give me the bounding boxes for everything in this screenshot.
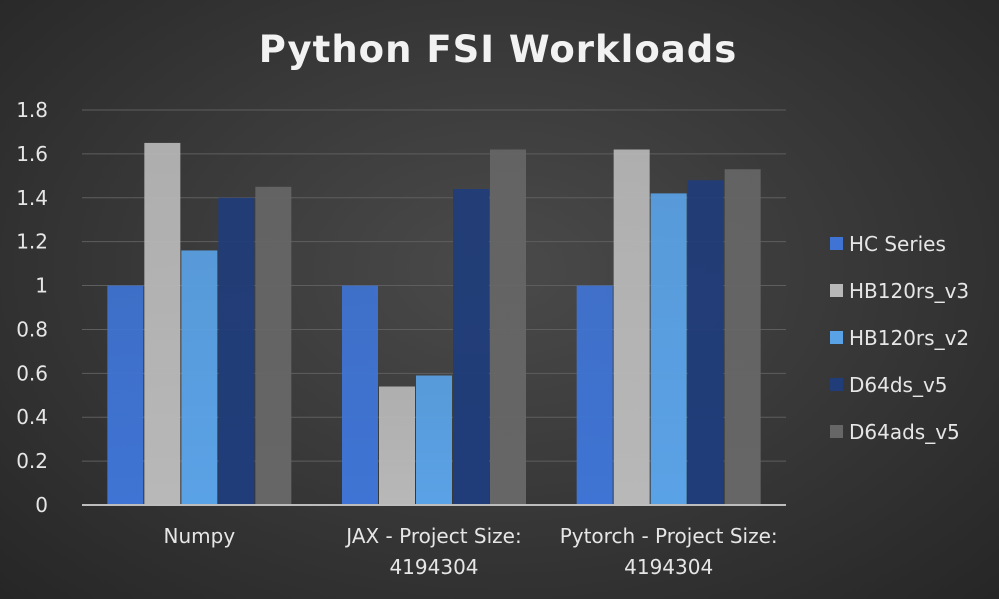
category-label: 4194304 bbox=[389, 555, 478, 579]
bar-hb120rs-v2-2 bbox=[650, 193, 687, 505]
y-tick-label: 1.6 bbox=[16, 142, 48, 166]
chart-title: Python FSI Workloads bbox=[259, 28, 738, 71]
bar-hb120rs-v3-2 bbox=[613, 149, 650, 505]
bar-d64ds-v5-2 bbox=[687, 180, 724, 505]
y-tick-label: 1.2 bbox=[16, 230, 48, 254]
legend-label: D64ads_v5 bbox=[849, 420, 960, 444]
legend-label: HB120rs_v3 bbox=[849, 279, 969, 303]
y-tick-label: 0.6 bbox=[16, 361, 48, 385]
y-tick-label: 1 bbox=[35, 274, 48, 298]
bar-hb120rs-v3-0 bbox=[144, 142, 181, 505]
bar-hc-series-0 bbox=[107, 285, 144, 505]
legend-swatch bbox=[830, 284, 843, 297]
bar-hc-series-1 bbox=[342, 285, 378, 505]
y-tick-label: 0 bbox=[35, 493, 48, 517]
bar-hb120rs-v2-0 bbox=[181, 250, 218, 505]
y-tick-label: 0.2 bbox=[16, 449, 48, 473]
legend-label: HB120rs_v2 bbox=[849, 326, 969, 350]
legend-swatch bbox=[830, 425, 843, 438]
category-label: JAX - Project Size: bbox=[344, 524, 521, 548]
legend-label: D64ds_v5 bbox=[849, 373, 948, 397]
bar-d64ads-v5-1 bbox=[490, 149, 526, 505]
y-tick-label: 0.4 bbox=[16, 405, 48, 429]
bar-d64ds-v5-0 bbox=[218, 197, 255, 505]
legend-label: HC Series bbox=[849, 232, 946, 256]
category-label: Numpy bbox=[164, 524, 236, 548]
bar-d64ads-v5-2 bbox=[724, 169, 761, 505]
bar-d64ads-v5-0 bbox=[255, 186, 292, 506]
legend-swatch bbox=[830, 331, 843, 344]
bar-hb120rs-v2-1 bbox=[416, 375, 452, 505]
y-tick-label: 1.4 bbox=[16, 186, 48, 210]
category-label: Pytorch - Project Size: bbox=[560, 524, 778, 548]
y-tick-label: 0.8 bbox=[16, 317, 48, 341]
legend-swatch bbox=[830, 237, 843, 250]
bar-hb120rs-v3-1 bbox=[379, 386, 415, 505]
bar-d64ds-v5-1 bbox=[453, 189, 489, 505]
y-tick-label: 1.8 bbox=[16, 98, 48, 122]
category-label: 4194304 bbox=[624, 555, 713, 579]
legend-swatch bbox=[830, 378, 843, 391]
bar-hc-series-2 bbox=[576, 285, 613, 505]
